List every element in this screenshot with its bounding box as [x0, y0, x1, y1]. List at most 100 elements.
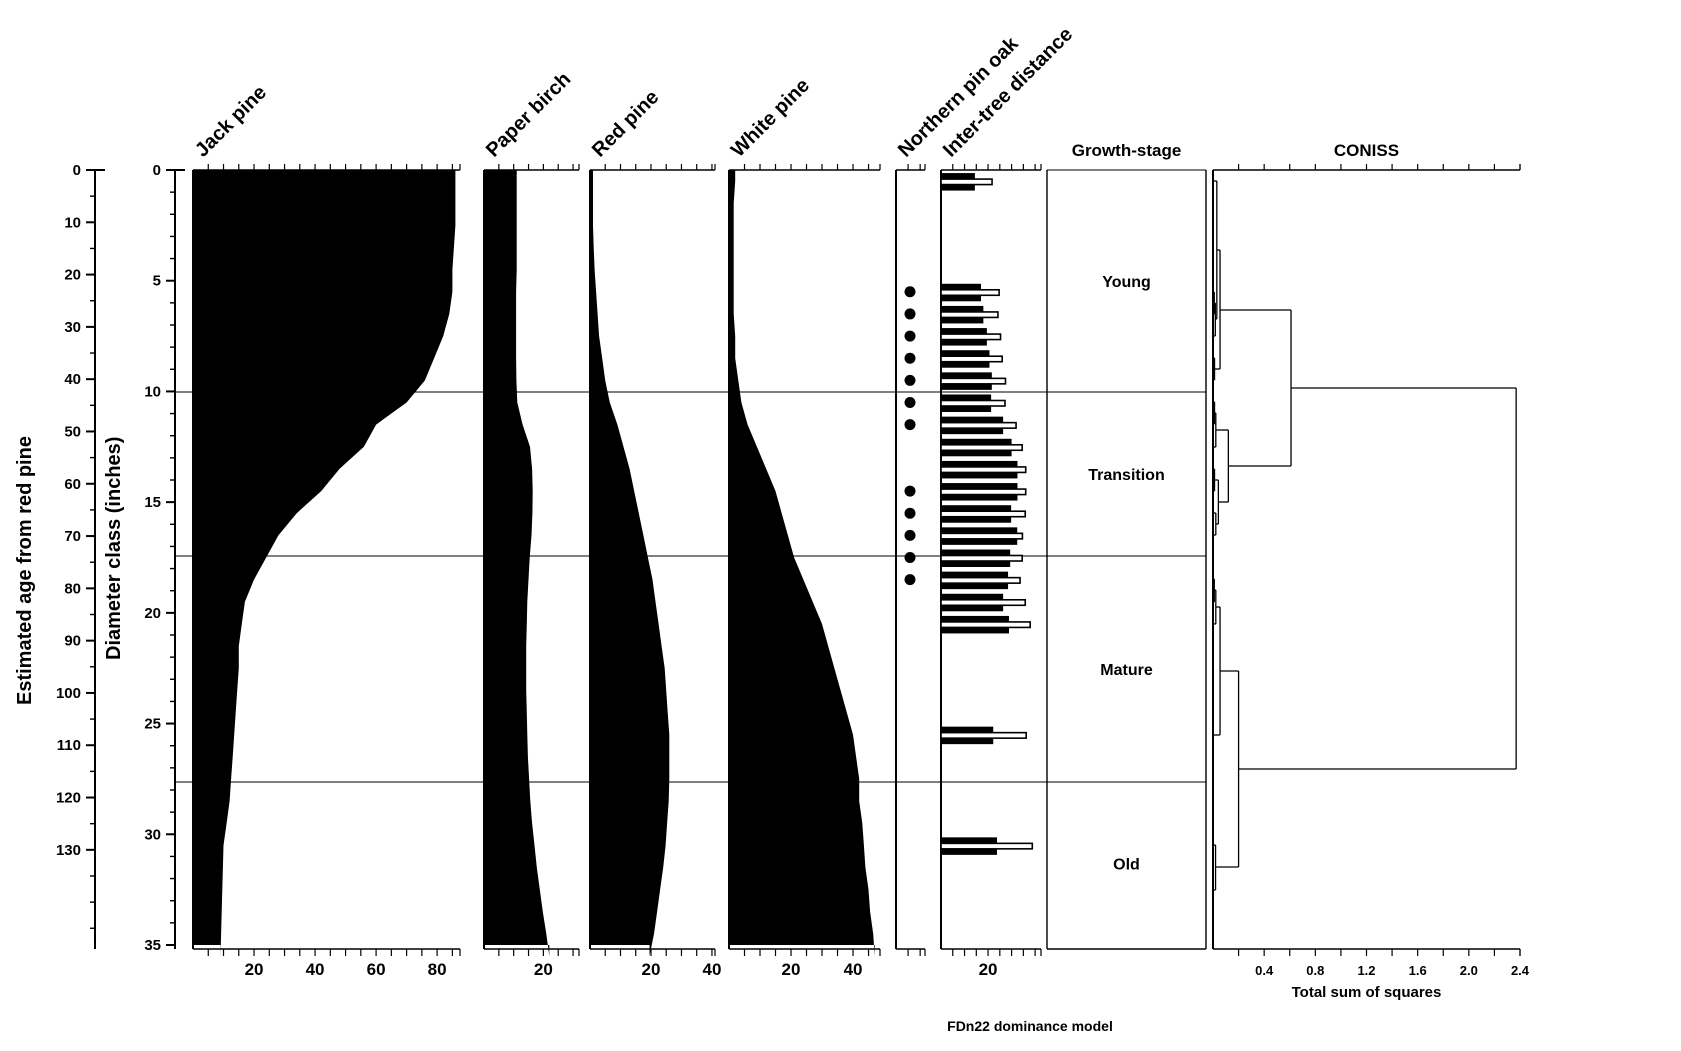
axis-tick-label: 60: [64, 476, 81, 493]
axis-tick-label: 25: [144, 716, 161, 733]
growth-stage-zone-label: Young: [1102, 274, 1151, 291]
panel-title: Paper birch: [482, 68, 575, 161]
mean-bar: [941, 460, 1018, 467]
axis-tick-label: 100: [56, 685, 81, 702]
mean-bar: [941, 495, 1018, 501]
presence-dot: [904, 419, 916, 431]
axis-tick-label: 30: [64, 319, 81, 336]
growth-stage-zone-label: Transition: [1088, 467, 1164, 484]
x-axis-tick-label: 80: [428, 960, 447, 979]
sd-bar: [940, 288, 1000, 297]
axis-tick-label: 30: [144, 826, 161, 843]
mean-bar: [941, 517, 1012, 523]
mean-bar: [941, 561, 1011, 567]
sd-bar: [940, 443, 1023, 452]
x-axis-tick-label: 20: [245, 960, 264, 979]
mean-bar: [941, 384, 992, 390]
paper-birch-silhouette: [484, 170, 550, 957]
mean-bar: [941, 726, 994, 733]
presence-dot: [904, 507, 916, 519]
x-axis-tick-label: 20: [782, 960, 801, 979]
axis-tick-label: 80: [64, 580, 81, 597]
sd-bar: [940, 598, 1027, 607]
sd-bar: [940, 621, 1031, 629]
mean-bar: [941, 527, 1018, 533]
mean-bar: [941, 416, 1004, 423]
mean-bar: [941, 627, 1009, 634]
mean-bar: [941, 372, 992, 378]
growth-stage-zone-label: Old: [1113, 857, 1140, 874]
mean-bar: [941, 438, 1012, 445]
axis-tick-label: 90: [64, 633, 81, 650]
sd-bar: [940, 731, 1027, 739]
axis-tick-label: 15: [144, 494, 161, 511]
jack-pine-silhouette: [193, 170, 456, 957]
sd-bar: [940, 466, 1027, 474]
axis-tick-label: 35: [144, 937, 161, 954]
mean-bar: [941, 350, 990, 356]
sd-bar: [940, 488, 1027, 496]
axis-tick-label: 70: [64, 528, 81, 545]
x-axis-tick-label: 40: [702, 960, 721, 979]
presence-dot: [904, 374, 916, 386]
x-axis-tick-label: 20: [642, 960, 661, 979]
mean-bar: [941, 738, 994, 745]
mean-bar: [941, 450, 1012, 457]
x-axis-tick-label: 20: [979, 960, 998, 979]
presence-dot: [904, 308, 916, 320]
presence-dot: [904, 352, 916, 364]
axis-tick-label: 50: [64, 423, 81, 440]
mean-bar: [941, 173, 975, 179]
mean-bar: [941, 571, 1009, 578]
sd-bar: [940, 554, 1023, 562]
axis-tick-label: 130: [56, 842, 81, 859]
presence-dot: [904, 529, 916, 541]
presence-dot: [904, 574, 916, 586]
x-axis-tick-label: 1.2: [1357, 963, 1375, 978]
axis-tick-label: 5: [153, 273, 161, 290]
sd-bar: [940, 355, 1003, 363]
sd-bar: [940, 510, 1027, 518]
mean-bar: [941, 328, 987, 334]
mean-bar: [941, 185, 975, 191]
presence-dot: [904, 286, 916, 298]
mean-bar: [941, 583, 1009, 590]
mean-bar: [941, 472, 1018, 479]
figure-footnote: FDn22 dominance model: [947, 1018, 1113, 1034]
sd-bar: [940, 842, 1034, 850]
mean-bar: [941, 340, 987, 346]
x-axis-tick-label: 2.0: [1460, 963, 1478, 978]
presence-dot: [904, 552, 916, 563]
mean-bar: [941, 849, 997, 855]
mean-bar: [941, 406, 992, 412]
mean-bar: [941, 837, 997, 843]
x-axis-tick-label: 60: [367, 960, 386, 979]
coniss-x-axis-label: Total sum of squares: [1291, 984, 1442, 1001]
red-pine-silhouette: [590, 170, 670, 957]
sd-bar: [940, 399, 1006, 407]
mean-bar: [941, 615, 1009, 622]
sd-bar: [940, 421, 1017, 429]
presence-dot: [904, 397, 916, 408]
panel-title: Growth-stage: [1072, 141, 1182, 160]
mean-bar: [941, 549, 1011, 555]
x-axis-tick-label: 2.4: [1511, 963, 1530, 978]
panel-title: CONISS: [1334, 141, 1399, 160]
mean-bar: [941, 593, 1004, 600]
sd-bar: [940, 377, 1007, 385]
axis-tick-label: 0: [153, 162, 161, 179]
white-pine-silhouette: [729, 170, 875, 957]
sd-bar: [940, 311, 999, 319]
presence-dot: [904, 330, 916, 342]
mean-bar: [941, 539, 1018, 545]
axis-tick-label: 20: [144, 605, 161, 622]
mean-bar: [941, 305, 984, 312]
x-axis-tick-label: 40: [844, 960, 863, 979]
panel-title: White pine: [727, 74, 814, 161]
mean-bar: [941, 428, 1004, 435]
mean-bar: [941, 483, 1018, 489]
x-axis-tick-label: 1.6: [1409, 963, 1427, 978]
age-axis-title: Estimated age from red pine: [14, 436, 36, 705]
